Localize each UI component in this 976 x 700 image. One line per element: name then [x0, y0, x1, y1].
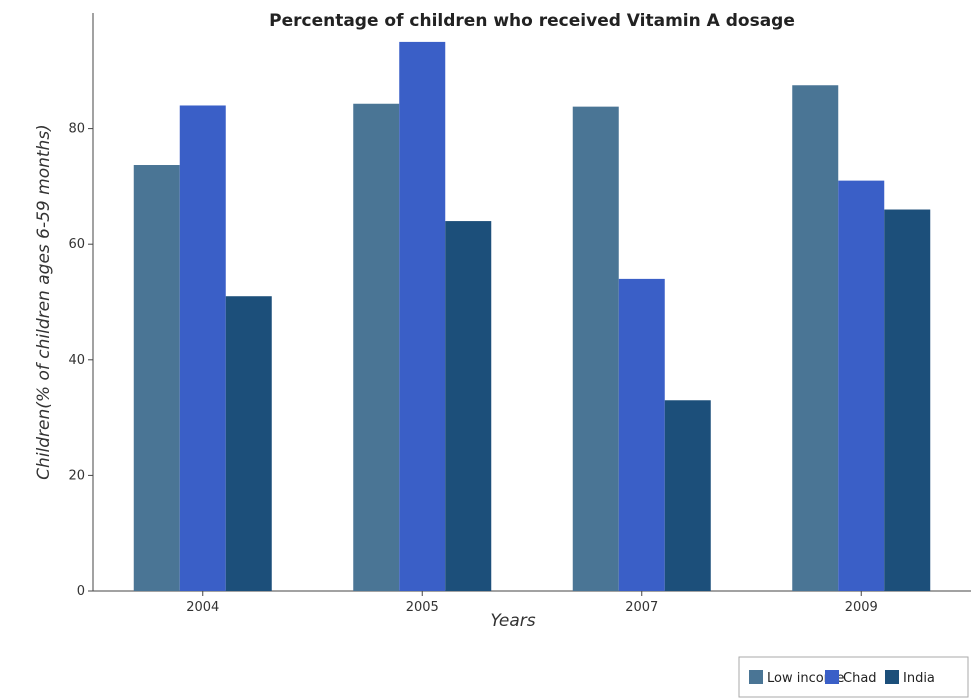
y-tick-label: 20 — [68, 468, 85, 483]
bar-low-income-2007 — [572, 106, 619, 592]
x-tick-label: 2005 — [406, 600, 439, 615]
y-tick-label: 0 — [77, 584, 85, 599]
legend-swatch — [749, 670, 763, 684]
bar-chad-2005 — [399, 41, 446, 591]
bar-low-income-2004 — [133, 165, 180, 591]
bar-low-income-2005 — [353, 103, 400, 591]
x-tick-label: 2004 — [186, 600, 219, 615]
bar-chad-2007 — [618, 278, 665, 591]
y-tick-label: 60 — [68, 237, 85, 252]
legend-swatch — [885, 670, 899, 684]
y-axis-label: Children(% of children ages 6-59 months) — [34, 124, 54, 480]
y-axis-ticks: 0 20 40 60 80 — [68, 122, 93, 599]
bar-india-2004 — [225, 296, 272, 591]
legend-swatch — [825, 670, 839, 684]
legend-box — [738, 656, 969, 698]
legend-label: Chad — [843, 671, 877, 686]
y-tick-label: 40 — [68, 353, 85, 368]
bar-chad-2004 — [179, 105, 226, 591]
bar-low-income-2009 — [792, 85, 839, 591]
y-tick-label: 80 — [68, 122, 85, 137]
bar-india-2007 — [664, 400, 711, 591]
bars — [133, 41, 931, 592]
x-tick-label: 2007 — [625, 600, 658, 615]
x-tick-label: 2009 — [845, 600, 878, 615]
bar-chad-2009 — [838, 180, 885, 591]
bar-india-2009 — [884, 209, 931, 591]
legend-label: India — [903, 671, 935, 686]
bar-india-2005 — [445, 221, 492, 591]
chart-title: Percentage of children who received Vita… — [269, 11, 795, 31]
x-axis-ticks: 2004 2005 2007 2009 — [186, 591, 878, 615]
x-axis-label: Years — [490, 611, 535, 631]
